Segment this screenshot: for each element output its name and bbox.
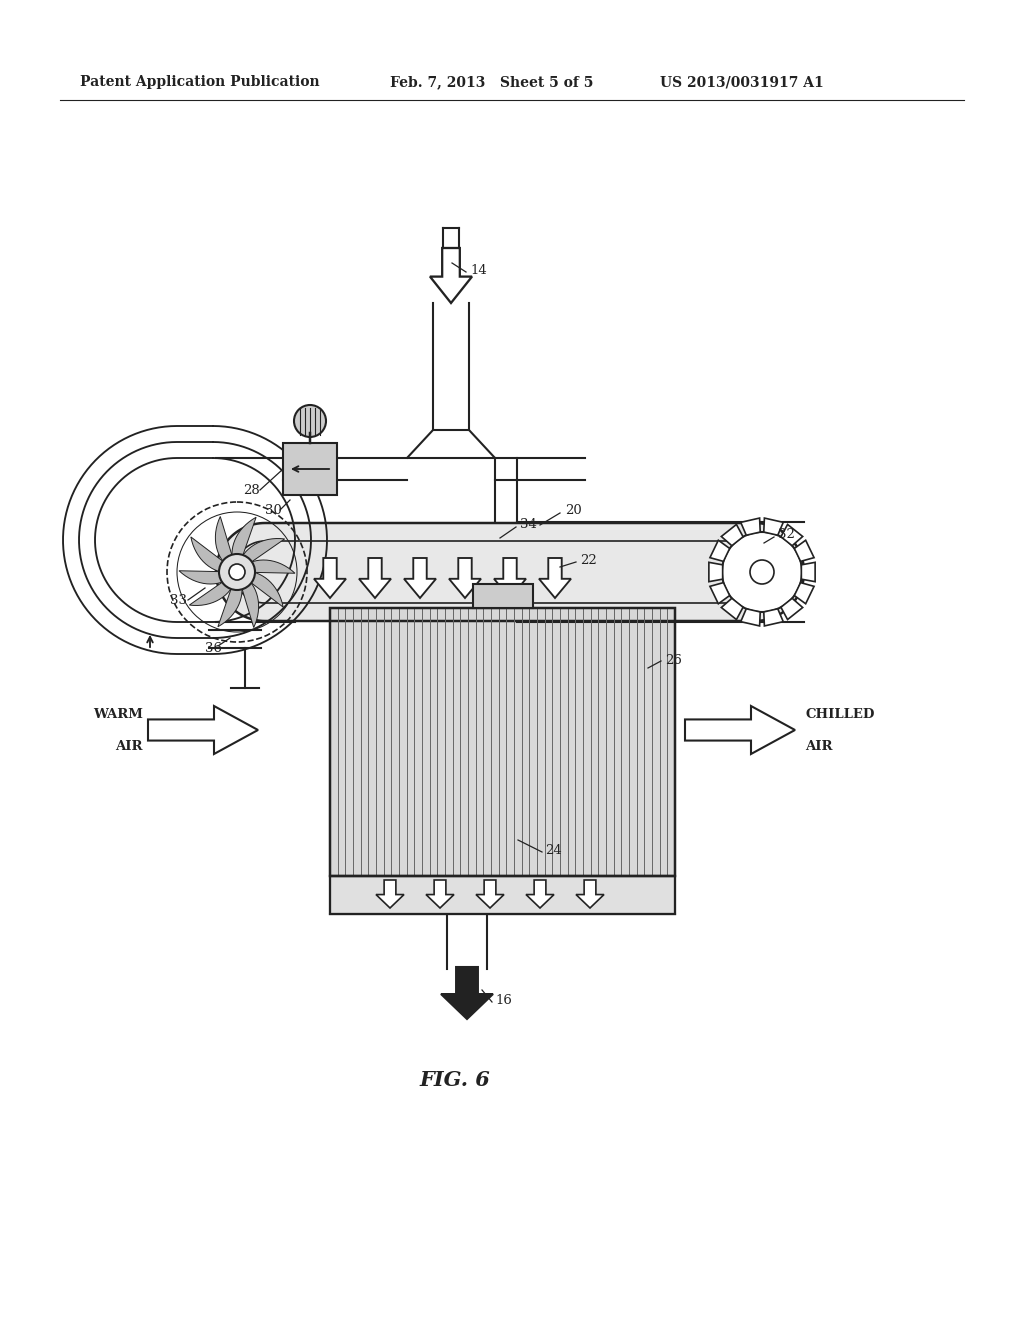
Polygon shape <box>795 582 814 603</box>
Text: AIR: AIR <box>116 739 143 752</box>
Polygon shape <box>764 609 783 626</box>
Polygon shape <box>404 558 436 598</box>
Bar <box>283 444 337 495</box>
Circle shape <box>219 554 255 590</box>
Polygon shape <box>685 706 795 754</box>
Text: Feb. 7, 2013   Sheet 5 of 5: Feb. 7, 2013 Sheet 5 of 5 <box>390 75 593 88</box>
Polygon shape <box>314 558 346 598</box>
Polygon shape <box>721 524 743 545</box>
Polygon shape <box>215 516 232 562</box>
Text: 28: 28 <box>243 483 260 496</box>
Polygon shape <box>476 880 504 908</box>
Text: 30: 30 <box>265 503 282 516</box>
Text: WARM: WARM <box>93 708 143 721</box>
Polygon shape <box>710 582 730 603</box>
Text: 36: 36 <box>205 642 222 655</box>
Circle shape <box>229 564 245 579</box>
Text: 14: 14 <box>470 264 486 276</box>
Polygon shape <box>802 562 815 582</box>
Text: AIR: AIR <box>805 739 833 752</box>
Polygon shape <box>721 598 743 619</box>
Polygon shape <box>232 517 256 557</box>
Polygon shape <box>407 430 495 458</box>
Polygon shape <box>709 562 723 582</box>
Text: 34: 34 <box>520 519 537 532</box>
Polygon shape <box>242 539 285 562</box>
Polygon shape <box>781 524 803 545</box>
Polygon shape <box>449 558 481 598</box>
Circle shape <box>294 405 326 437</box>
Circle shape <box>750 560 774 583</box>
Text: 20: 20 <box>565 503 582 516</box>
Polygon shape <box>376 880 404 908</box>
Polygon shape <box>359 558 391 598</box>
Polygon shape <box>710 540 730 561</box>
Polygon shape <box>242 581 259 627</box>
Text: 22: 22 <box>580 553 597 566</box>
Polygon shape <box>218 587 242 627</box>
Polygon shape <box>539 558 571 598</box>
Text: FIG. 6: FIG. 6 <box>420 1071 490 1090</box>
Polygon shape <box>441 968 493 1019</box>
Polygon shape <box>740 517 760 535</box>
Bar <box>472 583 532 609</box>
Text: 24: 24 <box>545 843 562 857</box>
Polygon shape <box>781 598 803 619</box>
Polygon shape <box>430 248 472 304</box>
Polygon shape <box>250 560 295 573</box>
Text: 33: 33 <box>170 594 187 606</box>
Polygon shape <box>426 880 454 908</box>
Text: CHILLED: CHILLED <box>805 708 874 721</box>
Polygon shape <box>575 880 604 908</box>
Bar <box>330 609 675 876</box>
Bar <box>330 609 675 876</box>
Polygon shape <box>216 523 804 620</box>
Text: Patent Application Publication: Patent Application Publication <box>80 75 319 88</box>
Polygon shape <box>148 706 258 754</box>
Text: 16: 16 <box>495 994 512 1006</box>
Text: US 2013/0031917 A1: US 2013/0031917 A1 <box>660 75 823 88</box>
Polygon shape <box>795 540 814 561</box>
Polygon shape <box>764 517 783 535</box>
Bar <box>330 876 675 913</box>
Polygon shape <box>189 581 232 606</box>
Polygon shape <box>526 880 554 908</box>
Polygon shape <box>740 609 760 626</box>
Text: 32: 32 <box>778 528 795 541</box>
Polygon shape <box>179 570 224 583</box>
Polygon shape <box>250 572 284 607</box>
Polygon shape <box>190 537 224 572</box>
Circle shape <box>722 532 802 612</box>
Text: 26: 26 <box>665 653 682 667</box>
Polygon shape <box>494 558 526 598</box>
